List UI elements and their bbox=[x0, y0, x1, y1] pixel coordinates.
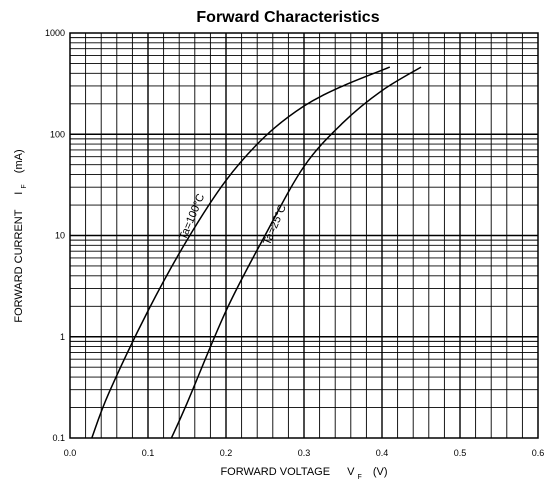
y-tick-label: 100 bbox=[50, 129, 65, 139]
series-line-2 bbox=[170, 66, 422, 439]
chart-title: Forward Characteristics bbox=[196, 9, 379, 26]
x-tick-label: 0.5 bbox=[454, 448, 467, 458]
curve-labels: Ta=100°C Ta=25°C bbox=[177, 192, 289, 247]
x-tick-label: 0.0 bbox=[64, 448, 77, 458]
y-axis-label-text: FORWARD CURRENT bbox=[13, 209, 25, 322]
x-axis-unit: (V) bbox=[373, 466, 388, 478]
y-tick-label: 1 bbox=[60, 332, 65, 342]
x-axis-label-text: FORWARD VOLTAGE bbox=[220, 466, 330, 478]
y-tick-label: 1000 bbox=[45, 28, 65, 38]
series-line-1 bbox=[91, 66, 391, 439]
x-tick-label: 0.1 bbox=[142, 448, 155, 458]
y-tick-label: 10 bbox=[55, 231, 65, 241]
y-axis-label: FORWARD CURRENT I F (mA) bbox=[13, 149, 29, 322]
y-tick-labels: 0.1 1 10 100 1000 bbox=[45, 28, 65, 443]
y-axis-unit: (mA) bbox=[13, 149, 25, 173]
x-tick-label: 0.3 bbox=[298, 448, 311, 458]
y-tick-label: 0.1 bbox=[52, 433, 65, 443]
x-axis-symbol: V bbox=[347, 466, 355, 478]
x-axis-subscript: F bbox=[358, 474, 362, 481]
series-label-1: Ta=100°C bbox=[177, 192, 207, 242]
y-axis-subscript: F bbox=[21, 184, 28, 188]
x-axis-label: FORWARD VOLTAGE V F (V) bbox=[220, 466, 387, 482]
grid bbox=[70, 33, 538, 438]
x-tick-label: 0.6 bbox=[532, 448, 544, 458]
x-tick-labels: 0.0 0.1 0.2 0.3 0.4 0.5 0.6 bbox=[64, 448, 544, 458]
x-tick-label: 0.4 bbox=[376, 448, 389, 458]
x-tick-label: 0.2 bbox=[220, 448, 233, 458]
plot-frame bbox=[69, 32, 539, 439]
y-axis-symbol: I bbox=[13, 192, 25, 195]
curves bbox=[91, 66, 422, 439]
